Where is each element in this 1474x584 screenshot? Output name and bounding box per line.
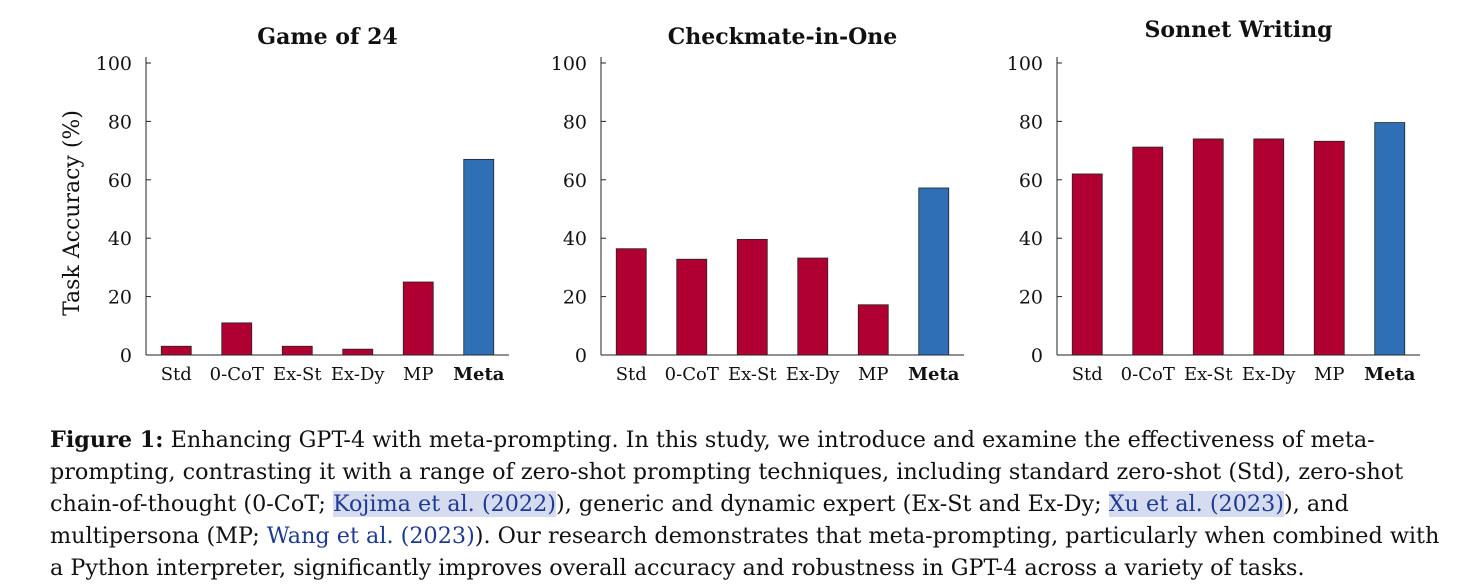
bar-meta <box>1374 122 1406 356</box>
bar-meta <box>918 187 950 356</box>
bar-std <box>615 248 647 356</box>
y-axis-label: Task Accuracy (%) <box>60 110 85 316</box>
y-tick-label: 20 <box>1019 287 1043 309</box>
bar-ex-st <box>1192 138 1224 356</box>
caption-label: Figure 1: <box>50 427 164 453</box>
x-tick-label: MP <box>858 364 889 385</box>
bar-ex-st <box>281 345 313 356</box>
citation-link[interactable]: Kojima et al. (2022) <box>332 491 556 517</box>
chart-panel: Checkmate-in-One 0 20 40 60 80 100 Std 0-CoT Ex-S… <box>551 24 964 385</box>
y-tick-label: 0 <box>1031 345 1043 367</box>
bar-mp <box>1313 140 1345 356</box>
y-tick-label: 60 <box>563 170 587 192</box>
x-tick-label: Std <box>616 364 647 385</box>
citation-link[interactable]: Wang et al. (2023) <box>266 523 475 549</box>
x-tick-label: Ex-St <box>1184 364 1233 385</box>
y-tick-label: 40 <box>1019 228 1043 250</box>
y-tick-label: 100 <box>1007 53 1043 75</box>
x-tick-label: Ex-Dy <box>1242 364 1296 385</box>
x-tick-label: 0-CoT <box>665 364 719 385</box>
x-tick-label: MP <box>403 364 434 385</box>
x-tick-label: Meta <box>908 364 960 385</box>
chart-title: Checkmate-in-One <box>668 24 898 50</box>
bar-ex-dy <box>342 348 374 356</box>
y-tick-label: 100 <box>96 53 132 75</box>
figure-caption: Figure 1: Enhancing GPT-4 with meta-prom… <box>50 424 1440 584</box>
x-tick-label: 0-CoT <box>210 364 264 385</box>
y-tick-label: 0 <box>120 345 132 367</box>
caption-text: Enhancing GPT-4 with meta-prompting. In … <box>50 427 1404 517</box>
x-tick-label: Std <box>161 364 192 385</box>
caption-text: ). Our research demonstrates that meta-p… <box>50 523 1440 581</box>
citation-link[interactable]: Xu et al. (2023) <box>1108 491 1284 517</box>
x-tick-label: MP <box>1314 364 1345 385</box>
y-tick-label: 100 <box>551 53 587 75</box>
bar-std <box>160 345 192 356</box>
caption-text: ), and multipersona (MP; <box>50 491 1349 549</box>
bar-0-cot <box>221 322 253 356</box>
y-tick-label: 80 <box>108 111 132 133</box>
x-tick-label: Ex-Dy <box>786 364 840 385</box>
x-tick-label: Ex-St <box>728 364 777 385</box>
bar-ex-st <box>736 238 768 356</box>
x-tick-label: Std <box>1072 364 1103 385</box>
caption-body: Enhancing GPT-4 with meta-prompting. In … <box>50 427 1439 581</box>
y-tick-label: 0 <box>575 345 587 367</box>
chart-panel: Game of 24 Task Accuracy (%) 0 20 40 60 80 100 S… <box>60 24 509 385</box>
bar-0-cot <box>676 258 708 356</box>
x-tick-label: Ex-Dy <box>331 364 385 385</box>
y-tick-label: 40 <box>563 228 587 250</box>
x-tick-label: 0-CoT <box>1121 364 1175 385</box>
caption-text: ), generic and dynamic expert (Ex-St and… <box>556 491 1109 517</box>
bar-ex-dy <box>1253 138 1285 356</box>
bar-std <box>1071 173 1103 356</box>
y-tick-label: 80 <box>563 111 587 133</box>
y-tick-label: 60 <box>1019 170 1043 192</box>
chart-title: Game of 24 <box>257 24 397 50</box>
bar-ex-dy <box>797 257 829 356</box>
y-tick-label: 40 <box>108 228 132 250</box>
chart-title: Sonnet Writing <box>1145 17 1333 43</box>
x-tick-label: Meta <box>453 364 505 385</box>
bar-0-cot <box>1132 146 1164 356</box>
bar-meta <box>463 158 495 356</box>
chart-panel: Sonnet Writing 0 20 40 60 80 100 Std 0-CoT Ex-St E… <box>1007 17 1420 385</box>
x-tick-label: Meta <box>1364 364 1416 385</box>
y-tick-label: 80 <box>1019 111 1043 133</box>
y-tick-label: 20 <box>108 287 132 309</box>
x-tick-label: Ex-St <box>273 364 322 385</box>
bar-mp <box>857 304 889 356</box>
y-tick-label: 20 <box>563 287 587 309</box>
bar-mp <box>402 281 434 356</box>
y-tick-label: 60 <box>108 170 132 192</box>
